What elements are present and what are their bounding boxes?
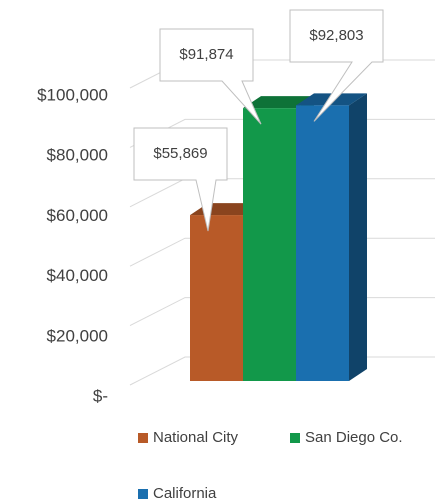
y-tick-label: $60,000 xyxy=(47,206,108,225)
callout xyxy=(159,28,262,125)
callout xyxy=(289,9,384,122)
y-tick-label: $100,000 xyxy=(37,85,108,104)
legend-swatch xyxy=(290,433,300,443)
bar xyxy=(190,215,243,381)
y-tick-label: $40,000 xyxy=(47,266,108,285)
legend-label: California xyxy=(153,485,217,502)
y-tick-label: $80,000 xyxy=(47,146,108,165)
data-label: $55,869 xyxy=(153,145,207,162)
legend-swatch xyxy=(138,433,148,443)
y-tick-label: $20,000 xyxy=(47,326,108,345)
bar xyxy=(243,108,296,381)
bar-top xyxy=(243,96,314,109)
bar xyxy=(296,105,349,381)
data-label: $91,874 xyxy=(179,46,233,63)
y-tick-label: $- xyxy=(93,386,108,405)
legend-label: National City xyxy=(153,429,239,446)
bar-side xyxy=(349,93,367,381)
data-label: $92,803 xyxy=(309,27,363,44)
legend-label: San Diego Co. xyxy=(305,429,403,446)
callout xyxy=(133,127,228,232)
legend-swatch xyxy=(138,489,148,499)
